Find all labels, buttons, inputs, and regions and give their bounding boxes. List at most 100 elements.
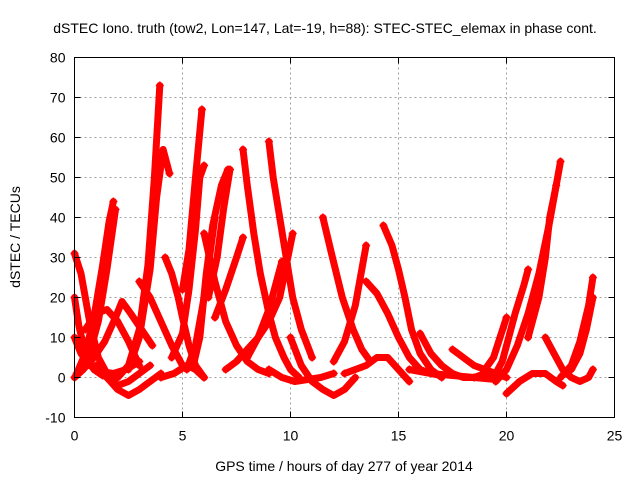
plus-marker <box>558 381 567 390</box>
series-arc-39 <box>502 370 567 398</box>
plus-marker <box>552 181 561 190</box>
series-arc-18 <box>182 213 219 374</box>
series-arc-26 <box>286 333 360 399</box>
plus-marker <box>340 369 349 378</box>
plus-marker <box>77 365 85 374</box>
plus-marker <box>113 373 122 382</box>
series-line <box>211 234 247 321</box>
plus-marker <box>470 373 479 382</box>
x-tick-label: 15 <box>391 428 407 444</box>
y-tick-label: 70 <box>50 90 66 106</box>
plus-marker <box>111 205 120 214</box>
x-tick-label: 10 <box>283 428 299 444</box>
plus-marker <box>226 165 234 174</box>
series-line <box>179 106 206 293</box>
series-line <box>287 334 359 399</box>
plus-marker <box>448 345 457 354</box>
plus-marker <box>182 365 191 374</box>
series-line <box>379 222 446 381</box>
series-arc-27 <box>264 365 338 385</box>
plus-marker <box>502 313 511 322</box>
plus-marker <box>491 377 500 386</box>
plus-marker <box>329 357 338 366</box>
series-arc-06 <box>77 205 120 374</box>
y-tick-label: 20 <box>50 290 66 306</box>
plus-marker <box>109 197 118 206</box>
plus-marker <box>288 229 297 238</box>
plus-marker <box>405 365 414 374</box>
plus-marker <box>329 369 338 378</box>
series-arc-07 <box>81 306 144 370</box>
plus-marker <box>167 353 176 362</box>
plus-marker <box>264 365 273 374</box>
plus-marker <box>210 313 219 322</box>
plus-marker <box>221 365 230 374</box>
plus-marker <box>541 333 550 342</box>
plus-marker <box>362 241 371 250</box>
plus-marker <box>146 361 155 370</box>
plus-marker <box>588 293 597 302</box>
plus-marker <box>286 333 295 342</box>
series-arc-41 <box>541 333 597 385</box>
series-arc-30 <box>340 354 414 386</box>
series-arc-40 <box>524 181 561 342</box>
series-line <box>157 362 208 381</box>
y-tick-label: 10 <box>50 330 66 346</box>
plus-marker <box>155 81 164 90</box>
series-line <box>567 294 597 373</box>
series-arc-25 <box>243 257 286 362</box>
plus-marker <box>200 229 209 238</box>
y-tick-label: 50 <box>50 170 66 186</box>
plus-marker <box>502 389 511 398</box>
x-tick-label: 25 <box>607 428 623 444</box>
x-tick-label: 20 <box>499 428 515 444</box>
plus-marker <box>81 325 90 334</box>
series-arc-09 <box>102 361 155 389</box>
series-arc-20 <box>204 165 234 302</box>
series-line <box>524 182 560 341</box>
y-tick-label: 80 <box>50 50 66 66</box>
series-arc-37 <box>480 313 511 374</box>
x-tick-label: 5 <box>179 428 187 444</box>
plus-marker <box>379 221 388 230</box>
plus-marker <box>210 213 219 222</box>
plus-marker <box>165 169 174 178</box>
plot-frame <box>74 57 615 418</box>
plus-marker <box>178 285 187 294</box>
series-line <box>243 258 286 361</box>
series-arc-15 <box>167 161 209 362</box>
chart-title: dSTEC Iono. truth (tow2, Lon=147, Lat=-1… <box>53 20 597 36</box>
plus-marker <box>318 213 327 222</box>
plus-marker <box>156 373 165 382</box>
data-series <box>70 81 597 399</box>
axis-ticks <box>74 57 615 418</box>
x-tick-label: 0 <box>71 428 79 444</box>
y-tick-label: 40 <box>50 210 66 226</box>
plus-marker <box>161 253 170 262</box>
series-arc-21 <box>210 233 247 322</box>
plus-marker <box>362 277 371 286</box>
series-line <box>103 362 154 389</box>
series-line <box>341 354 413 385</box>
plus-marker <box>124 365 133 374</box>
series-line <box>204 166 234 301</box>
series-line <box>81 306 143 369</box>
series-line <box>503 370 567 397</box>
series-arc-29 <box>329 241 371 366</box>
x-axis-title: GPS time / hours of day 277 of year 2014 <box>215 458 473 474</box>
plus-marker <box>204 293 213 302</box>
plus-marker <box>588 273 597 282</box>
series-line <box>541 334 597 385</box>
tick-labels: 0 5 10 15 20 25 -10 0 10 20 30 40 50 60 70 80 <box>45 50 622 444</box>
plus-marker <box>556 373 565 382</box>
plus-marker <box>135 277 144 286</box>
plus-marker <box>92 361 101 370</box>
series-arc-11 <box>124 146 174 374</box>
y-axis-title: dSTEC / TECUs <box>7 186 23 288</box>
plus-marker <box>567 365 576 374</box>
plus-marker <box>480 365 489 374</box>
plus-marker <box>524 333 533 342</box>
plus-marker <box>405 377 414 386</box>
plus-marker <box>200 161 209 170</box>
